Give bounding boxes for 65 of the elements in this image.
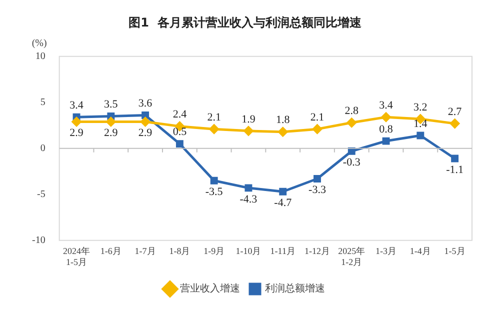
data-label: 2.9 — [70, 127, 84, 140]
data-label: 2.4 — [172, 108, 188, 121]
data-label: 1.8 — [276, 114, 290, 126]
x-tick-label: 1-12月 — [304, 246, 330, 256]
data-label: 3.4 — [379, 100, 394, 112]
point — [244, 126, 254, 136]
point — [142, 112, 150, 120]
point — [176, 140, 184, 148]
data-label: -4.3 — [240, 193, 258, 206]
data-label: 2.1 — [207, 111, 221, 124]
point — [451, 154, 459, 162]
point — [106, 116, 116, 126]
point — [210, 176, 218, 184]
data-label: 3.6 — [138, 98, 153, 110]
point — [72, 116, 82, 126]
y-axis-title: (%) — [32, 38, 47, 50]
point — [278, 127, 288, 137]
x-tick-label: 2024年 1-5月 — [63, 246, 90, 267]
point — [346, 118, 356, 128]
point — [140, 116, 150, 126]
data-label: 2.9 — [104, 127, 118, 140]
chart-title: 图1 各月累计营业收入与利润总额同比增速 — [128, 15, 362, 30]
x-tick-label: 1-8月 — [169, 246, 190, 256]
data-label: -3.5 — [205, 186, 224, 198]
point — [312, 124, 322, 134]
point — [209, 124, 219, 134]
legend-label: 营业收入增速 — [180, 282, 240, 295]
point — [348, 147, 356, 155]
point — [382, 137, 390, 145]
y-tick-label: 0 — [40, 143, 46, 154]
x-tick-label: 1-9月 — [204, 246, 225, 256]
x-tick-label: 1-11月 — [270, 246, 296, 256]
x-tick-label: 1-10月 — [236, 246, 262, 256]
data-label: 0.5 — [172, 126, 188, 138]
point — [279, 188, 287, 196]
data-label: -3.3 — [308, 184, 326, 196]
legend-label: 利润总额增速 — [265, 282, 325, 295]
data-label: 3.2 — [414, 101, 428, 114]
data-label: 3.4 — [70, 100, 84, 112]
point — [314, 175, 321, 182]
data-label: -1.1 — [446, 164, 464, 176]
data-label: 1.9 — [242, 113, 256, 126]
x-tick-label: 1-5月 — [444, 246, 466, 256]
point — [450, 118, 460, 128]
data-label: 3.5 — [104, 98, 118, 111]
data-label: -0.3 — [342, 156, 361, 169]
data-label: 2.1 — [310, 111, 324, 124]
x-tick-label: 1-6月 — [100, 246, 122, 256]
y-tick-label: 5 — [40, 97, 46, 108]
x-tick-label: 1-4月 — [410, 246, 431, 256]
y-tick-label: -5 — [36, 189, 46, 200]
data-label: 2.7 — [448, 106, 462, 118]
data-label: 1.4 — [414, 118, 428, 130]
data-label: 0.8 — [379, 123, 394, 136]
data-label: -4.7 — [274, 197, 292, 210]
x-tick-label: 1-3月 — [376, 246, 397, 256]
data-label: 2.9 — [138, 127, 153, 140]
point — [416, 132, 424, 140]
point — [381, 112, 391, 122]
data-label: 2.8 — [344, 105, 360, 118]
point — [244, 184, 252, 192]
y-tick-label: 10 — [35, 51, 46, 62]
x-tick-label: 2025年 1-2月 — [338, 246, 366, 267]
y-tick-label: -10 — [32, 235, 46, 246]
x-tick-label: 1-7月 — [134, 246, 156, 256]
